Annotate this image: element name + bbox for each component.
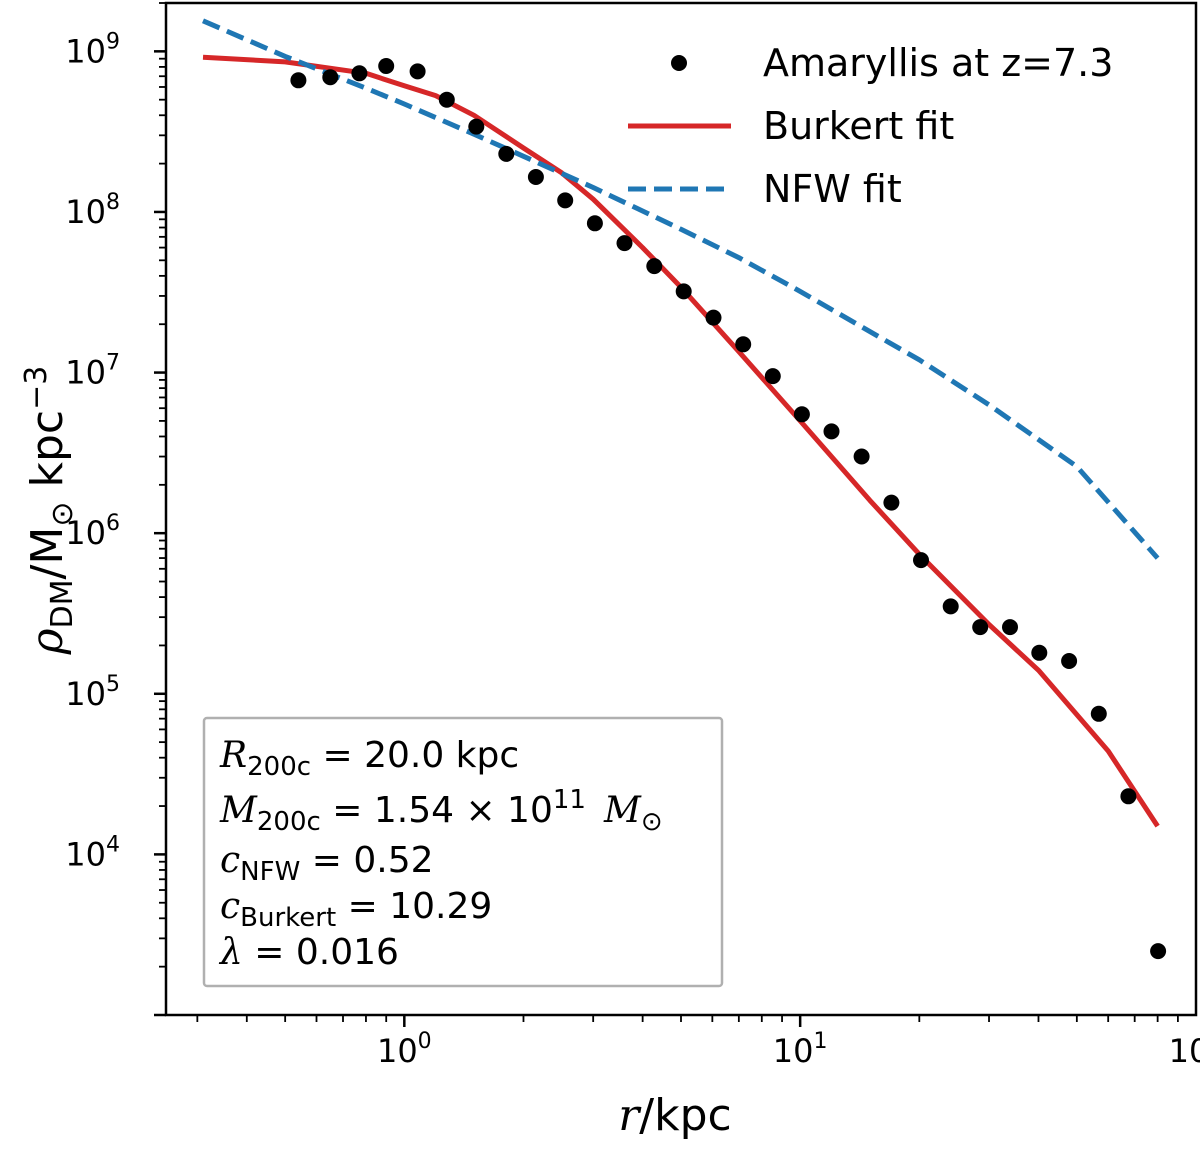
- legend: Amaryllis at z=7.3 Burkert fit NFW fit: [628, 41, 1113, 211]
- data-point: [616, 235, 633, 252]
- data-point: [438, 91, 455, 108]
- param-c-nfw: cNFW = 0.52: [220, 840, 434, 887]
- data-point: [883, 494, 900, 511]
- x-axis-ticks: 100 101 102: [196, 1015, 1200, 1070]
- data-point: [527, 169, 544, 185]
- x-tick-label: 101: [773, 1029, 828, 1070]
- y-axis-ticks: 104 105 106 107 108 109: [65, 2, 166, 1017]
- x-axis-title: r/kpc: [618, 1090, 731, 1141]
- legend-label-nfw: NFW fit: [763, 167, 902, 211]
- y-tick-label: 105: [65, 672, 120, 713]
- data-point: [972, 619, 989, 636]
- data-point: [1002, 619, 1018, 636]
- data-point: [764, 368, 781, 385]
- data-point: [290, 72, 307, 89]
- data-point: [1090, 705, 1107, 722]
- data-point: [557, 192, 574, 209]
- legend-label-burkert: Burkert fit: [763, 104, 954, 148]
- y-tick-label: 106: [65, 511, 120, 552]
- param-m200c: M200c = 1.54 × 1011 M⊙: [219, 785, 663, 837]
- data-point: [793, 406, 810, 423]
- data-point: [498, 145, 515, 162]
- y-tick-label: 109: [65, 29, 120, 70]
- x-tick-label: 102: [1169, 1029, 1200, 1070]
- x-tick-label: 100: [377, 1029, 432, 1070]
- series-line-burkert-fit: [202, 54, 1160, 828]
- data-point: [409, 63, 426, 80]
- data-point: [1150, 943, 1167, 960]
- data-point: [1031, 644, 1048, 661]
- y-axis-title: ρDM/M⊙ kpc−3: [19, 366, 80, 656]
- data-point: [351, 65, 368, 82]
- data-point: [646, 258, 663, 275]
- data-point: [1061, 653, 1078, 669]
- data-point: [1120, 788, 1137, 805]
- data-point: [942, 598, 959, 615]
- parameter-box-frame: [202, 716, 724, 988]
- series-line-nfw-fit: [202, 18, 1160, 560]
- data-point: [468, 118, 485, 135]
- legend-marker-amaryllis: [671, 55, 687, 71]
- y-tick-label: 104: [65, 832, 120, 873]
- legend-label-amaryllis: Amaryllis at z=7.3: [763, 41, 1113, 85]
- y-tick-label: 107: [65, 351, 120, 392]
- data-point: [322, 69, 339, 86]
- data-point: [823, 423, 840, 440]
- data-point: [913, 552, 929, 569]
- data-point: [378, 58, 395, 74]
- param-lambda: λ = 0.016: [218, 932, 399, 973]
- data-point: [586, 215, 603, 232]
- data-point: [735, 336, 752, 353]
- param-c-burkert: cBurkert = 10.29: [220, 886, 492, 933]
- parameter-box: R200c = 20.0 kpc M200c = 1.54 × 1011 M⊙ c…: [202, 716, 724, 988]
- data-point: [705, 309, 722, 326]
- data-point: [675, 283, 692, 300]
- param-r200c: R200c = 20.0 kpc: [219, 735, 519, 782]
- plot-layer: [202, 18, 1167, 960]
- data-point: [853, 448, 870, 465]
- y-tick-label: 108: [65, 190, 120, 231]
